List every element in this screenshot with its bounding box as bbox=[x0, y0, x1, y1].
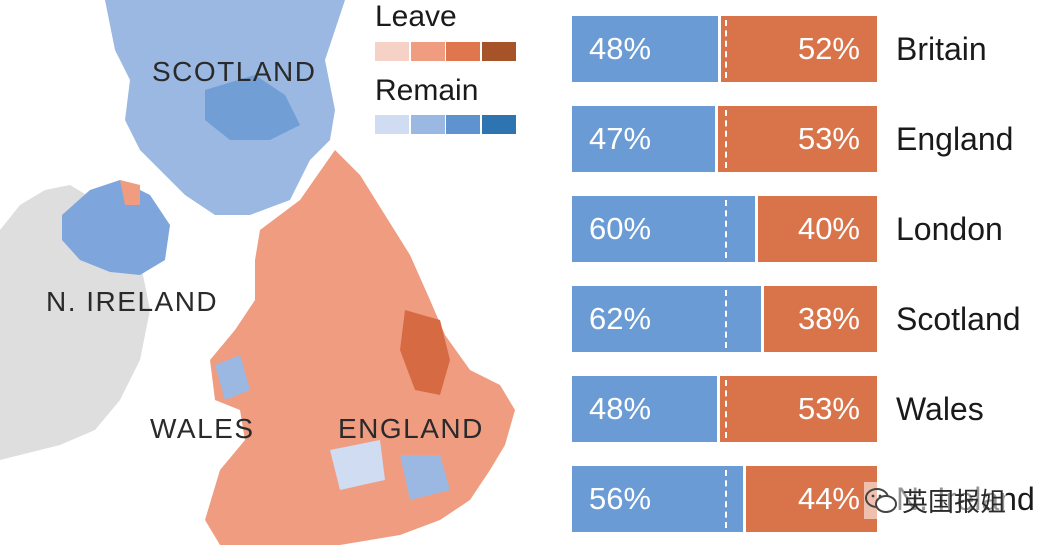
leave-bar: 53% bbox=[718, 106, 877, 172]
leave-bar: 40% bbox=[758, 196, 877, 262]
legend-remain-title: Remain bbox=[375, 74, 479, 107]
leave-bar: 38% bbox=[764, 286, 877, 352]
remain-bar: 47% bbox=[572, 106, 715, 172]
uk-referendum-map bbox=[0, 0, 515, 545]
wechat-icon bbox=[865, 487, 897, 513]
england-wales-region bbox=[205, 150, 515, 545]
bar-row-wales: 48% 53% Wales bbox=[572, 376, 1032, 442]
bar-row-london: 60% 40% London bbox=[572, 196, 1032, 262]
south-remain-patches bbox=[330, 440, 385, 490]
watermark: 英国报姐 bbox=[864, 482, 1007, 519]
watermark-text: 英国报姐 bbox=[902, 487, 1007, 517]
leave-swatch-2 bbox=[410, 42, 445, 61]
leave-swatch-1 bbox=[375, 42, 409, 61]
remain-bar: 48% bbox=[572, 16, 718, 82]
remain-swatch-4 bbox=[481, 115, 516, 134]
east-midlands-dark bbox=[400, 310, 450, 395]
england-label: ENGLAND bbox=[338, 413, 484, 444]
bar-row-england: 47% 53% England bbox=[572, 106, 1032, 172]
legend-leave-title: Leave bbox=[375, 0, 457, 33]
london-area bbox=[400, 455, 450, 500]
leave-bar: 44% bbox=[746, 466, 877, 532]
fifty-percent-line bbox=[725, 200, 727, 258]
scotland-region-dark bbox=[205, 75, 300, 140]
fifty-percent-line bbox=[725, 20, 727, 78]
remain-swatch-1 bbox=[375, 115, 409, 134]
legend-leave-swatches bbox=[375, 42, 517, 61]
region-label: Wales bbox=[896, 391, 984, 427]
leave-swatch-4 bbox=[481, 42, 516, 61]
remain-swatch-2 bbox=[410, 115, 445, 134]
fifty-percent-line bbox=[725, 470, 727, 528]
leave-bar: 53% bbox=[720, 376, 877, 442]
fifty-percent-line bbox=[725, 380, 727, 438]
n-ireland-label: N. IRELAND bbox=[46, 286, 219, 317]
remain-bar: 60% bbox=[572, 196, 755, 262]
leave-bar: 52% bbox=[721, 16, 877, 82]
bar-row-britain: 48% 52% Britain bbox=[572, 16, 1032, 82]
n-ireland-leave-patch bbox=[120, 180, 140, 205]
region-label: London bbox=[896, 211, 1003, 247]
wales-label: WALES bbox=[150, 413, 255, 444]
region-label: Scotland bbox=[896, 301, 1021, 337]
fifty-percent-line bbox=[725, 290, 727, 348]
wales-west-remain bbox=[215, 355, 250, 400]
region-label: Britain bbox=[896, 31, 987, 67]
remain-bar: 56% bbox=[572, 466, 743, 532]
n-ireland-region bbox=[62, 180, 170, 275]
remain-bar: 62% bbox=[572, 286, 761, 352]
remain-bar: 48% bbox=[572, 376, 717, 442]
scotland-label: SCOTLAND bbox=[152, 56, 317, 87]
leave-swatch-3 bbox=[446, 42, 480, 61]
remain-swatch-3 bbox=[446, 115, 480, 134]
region-label: England bbox=[896, 121, 1014, 157]
bar-row-scotland: 62% 38% Scotland bbox=[572, 286, 1032, 352]
legend-remain-swatches bbox=[375, 115, 517, 134]
fifty-percent-line bbox=[725, 110, 727, 168]
